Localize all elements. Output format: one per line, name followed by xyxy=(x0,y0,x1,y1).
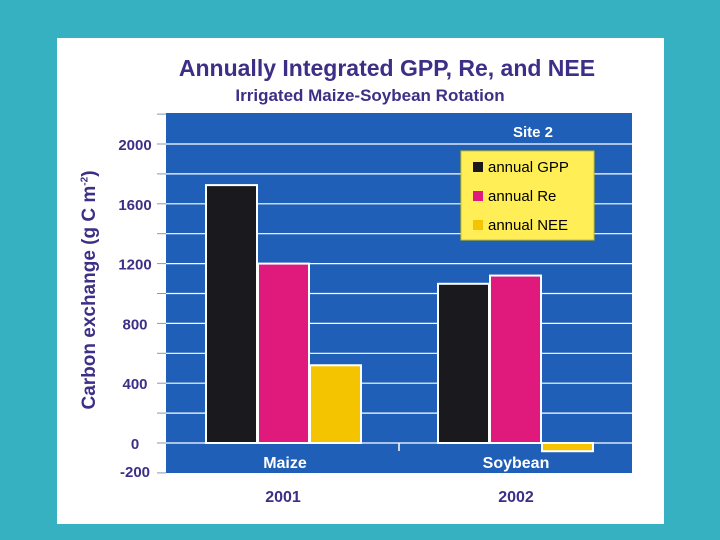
bar-annual-re xyxy=(489,274,542,444)
y-tick-label: 0 xyxy=(131,436,139,453)
legend-box xyxy=(460,150,595,241)
legend-swatch xyxy=(473,162,483,172)
legend-label: annual GPP xyxy=(488,159,569,176)
category-label: Soybean xyxy=(483,455,550,472)
year-label-2002: 2002 xyxy=(498,489,534,506)
legend-swatch xyxy=(473,220,483,230)
bar-annual-gpp xyxy=(437,282,490,444)
year-label-2001: 2001 xyxy=(265,489,301,506)
y-tick-label: 1200 xyxy=(118,257,151,274)
bar-annual-re xyxy=(257,262,310,444)
bar-annual-nee xyxy=(309,364,362,445)
y-tick-label: 1600 xyxy=(118,197,151,214)
chart-title: Annually Integrated GPP, Re, and NEE xyxy=(178,55,596,81)
bar-annual-gpp xyxy=(205,184,258,445)
y-tick-label: 800 xyxy=(122,316,147,333)
legend-swatch xyxy=(473,191,483,201)
chart-subtitle: Irrigated Maize-Soybean Rotation xyxy=(235,86,505,105)
legend-label: annual Re xyxy=(488,188,556,205)
site-annotation: Site 2 xyxy=(513,124,553,141)
y-tick-label: -200 xyxy=(120,464,150,481)
bar-annual-nee xyxy=(541,442,594,453)
y-tick-label: 2000 xyxy=(118,137,151,154)
category-label: Maize xyxy=(263,455,307,472)
y-tick-label: 400 xyxy=(122,376,147,393)
legend-label: annual NEE xyxy=(488,217,568,234)
